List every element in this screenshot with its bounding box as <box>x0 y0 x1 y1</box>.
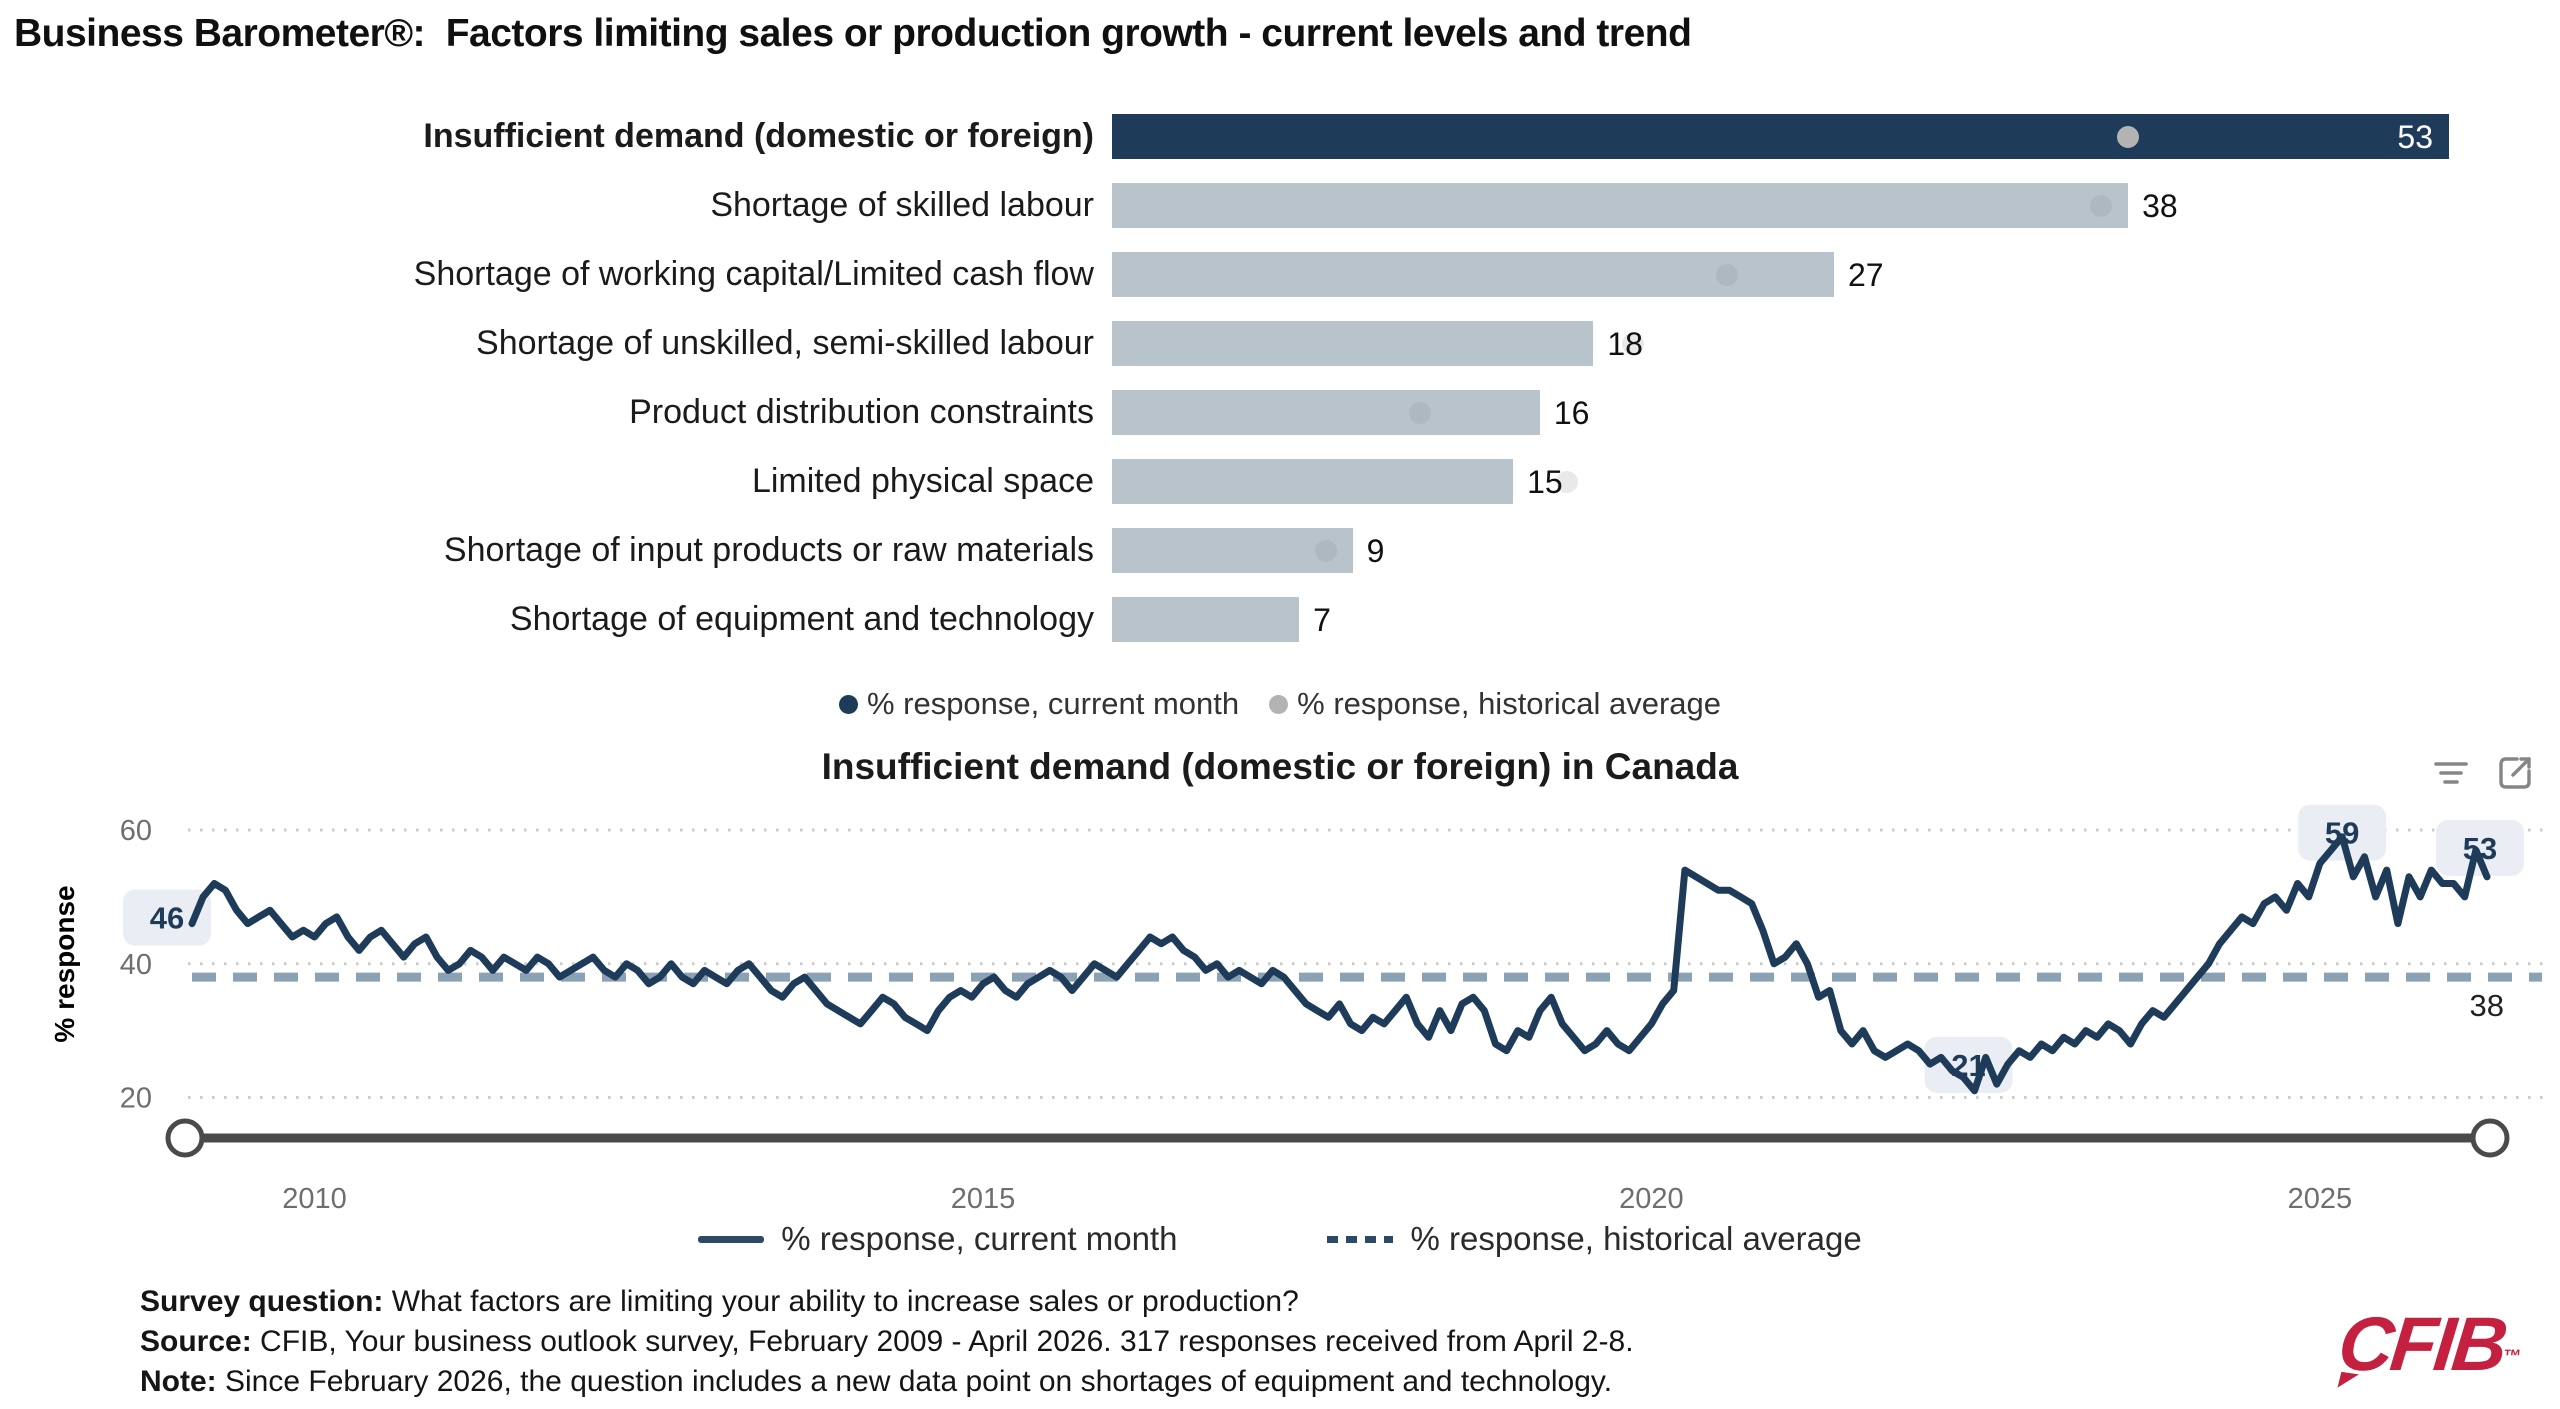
line-chart-legend: % response, current month % response, hi… <box>0 1220 2560 1258</box>
historical-average-dot <box>1716 263 1739 286</box>
cfib-logo: CFIB™ <box>2334 1302 2526 1391</box>
point-value-label: 53 <box>2463 831 2497 866</box>
bar-area: 15 <box>1112 459 2449 504</box>
point-label-box <box>1924 1036 2013 1093</box>
historical-average-dot <box>1314 539 1337 562</box>
x-tick-label: 2025 <box>2288 1183 2353 1215</box>
slider-handle-right[interactable] <box>2470 1118 2510 1158</box>
point-value-label: 59 <box>2325 816 2359 851</box>
filter-icon[interactable] <box>2430 752 2472 794</box>
bar-value-label: 15 <box>1527 464 1563 500</box>
bar-row[interactable]: Shortage of skilled labour 38 <box>0 171 2560 240</box>
bar-category-label: Shortage of unskilled, semi-skilled labo… <box>476 324 1094 362</box>
bar-category-label: Shortage of input products or raw materi… <box>443 531 1094 569</box>
historical-average-dot <box>2117 125 2140 148</box>
historical-average-dot <box>2090 194 2113 217</box>
note-line: Note: Since February 2026, the question … <box>140 1365 1613 1398</box>
current-month-dot-icon <box>838 694 858 714</box>
legend-label: % response, historical average <box>1297 686 1722 721</box>
bar-value-label: 9 <box>1366 533 1385 569</box>
point-label-box <box>2298 804 2387 861</box>
survey-question-line: Survey question: What factors are limiti… <box>140 1285 1299 1318</box>
bar[interactable] <box>1112 252 1834 297</box>
line-chart-toolbar <box>2430 752 2536 794</box>
point-value-label: 46 <box>150 901 184 936</box>
point-label-box <box>2436 819 2524 876</box>
bar-category-label: Shortage of skilled labour <box>710 186 1094 224</box>
x-tick-label: 2010 <box>282 1183 347 1215</box>
bar-category-label: Product distribution constraints <box>629 393 1094 431</box>
bar[interactable] <box>1112 528 1353 573</box>
bar[interactable] <box>1112 114 2449 159</box>
bar-category-label: Shortage of equipment and technology <box>509 600 1094 638</box>
historical-average-dot <box>1555 470 1578 493</box>
bar-value-label: 38 <box>2142 188 2178 224</box>
slider-handle-left[interactable] <box>165 1118 205 1158</box>
source-line: Source: CFIB, Your business outlook surv… <box>140 1325 1634 1358</box>
bar-chart-legend: % response, current month % response, hi… <box>0 686 2560 722</box>
bar[interactable] <box>1112 459 1514 504</box>
solid-line-icon <box>698 1235 765 1243</box>
series-line <box>188 833 2491 1095</box>
bar-area: 7 <box>1112 597 2449 642</box>
dashed-line-icon <box>1327 1235 1394 1243</box>
bar-area: 38 <box>1112 183 2449 228</box>
bar-category-label: Shortage of working capital/Limited cash… <box>413 255 1094 293</box>
bar-row[interactable]: Shortage of unskilled, semi-skilled labo… <box>0 309 2560 378</box>
bar-area: 9 <box>1112 528 2449 573</box>
bar-row[interactable]: Shortage of equipment and technology 7 <box>0 585 2560 654</box>
x-tick-label: 2015 <box>951 1183 1016 1215</box>
legend-label: % response, current month <box>866 686 1240 721</box>
bar-value-label: 16 <box>1553 395 1590 431</box>
y-tick-label: 40 <box>120 949 152 981</box>
bar-category-label: Limited physical space <box>751 462 1094 500</box>
bar-value-label: 18 <box>1607 326 1643 362</box>
bar[interactable] <box>1112 597 1300 642</box>
bar-area: 53 <box>1112 114 2449 159</box>
legend-item-current[interactable]: % response, current month <box>838 686 1240 722</box>
logo-speech-tail <box>2337 1371 2359 1391</box>
logo-text: CFIB <box>2334 1302 2509 1387</box>
bar[interactable] <box>1112 321 1594 366</box>
y-axis-title: % response <box>49 885 80 1042</box>
bar-value-label: 7 <box>1313 602 1331 638</box>
historical-average-dot <box>1622 332 1645 355</box>
y-tick-label: 60 <box>120 815 152 847</box>
bar-chart: Insufficient demand (domestic or foreign… <box>0 102 2560 654</box>
bar-row[interactable]: Product distribution constraints 16 <box>0 378 2560 447</box>
y-tick-label: 20 <box>120 1083 152 1115</box>
bar-area: 16 <box>1112 390 2449 435</box>
expand-icon[interactable] <box>2494 752 2536 794</box>
point-value-label: 21 <box>1951 1048 1985 1083</box>
x-tick-label: 2020 <box>1619 1183 1684 1215</box>
line-chart-title: Insufficient demand (domestic or foreign… <box>821 746 1739 787</box>
legend-label: % response, current month <box>781 1220 1178 1257</box>
bar-row[interactable]: Limited physical space 15 <box>0 447 2560 516</box>
point-label-box <box>123 889 211 946</box>
logo-trademark: ™ <box>2501 1346 2522 1366</box>
bar-value-label: 53 <box>2397 119 2433 155</box>
bar-category-label: Insufficient demand (domestic or foreign… <box>423 117 1094 155</box>
historical-average-label: 38 <box>2470 988 2504 1023</box>
legend-item-current[interactable]: % response, current month <box>698 1220 1177 1258</box>
historical-average-dot-icon <box>1269 694 1289 714</box>
bar-row[interactable]: Shortage of working capital/Limited cash… <box>0 240 2560 309</box>
bar-row[interactable]: Shortage of input products or raw materi… <box>0 516 2560 585</box>
bar[interactable] <box>1112 390 1540 435</box>
bar-value-label: 27 <box>1847 257 1884 293</box>
page-title: Business Barometer®: Factors limiting sa… <box>14 12 1692 55</box>
bar-area: 27 <box>1112 252 2449 297</box>
legend-label: % response, historical average <box>1410 1220 1862 1257</box>
footer-notes: Survey question: What factors are limiti… <box>140 1282 1634 1402</box>
bar[interactable] <box>1112 183 2129 228</box>
legend-item-historical[interactable]: % response, historical average <box>1269 686 1721 722</box>
legend-item-historical[interactable]: % response, historical average <box>1327 1220 1862 1258</box>
bar-row[interactable]: Insufficient demand (domestic or foreign… <box>0 102 2560 171</box>
bar-area: 18 <box>1112 321 2449 366</box>
historical-average-dot <box>1408 401 1431 424</box>
